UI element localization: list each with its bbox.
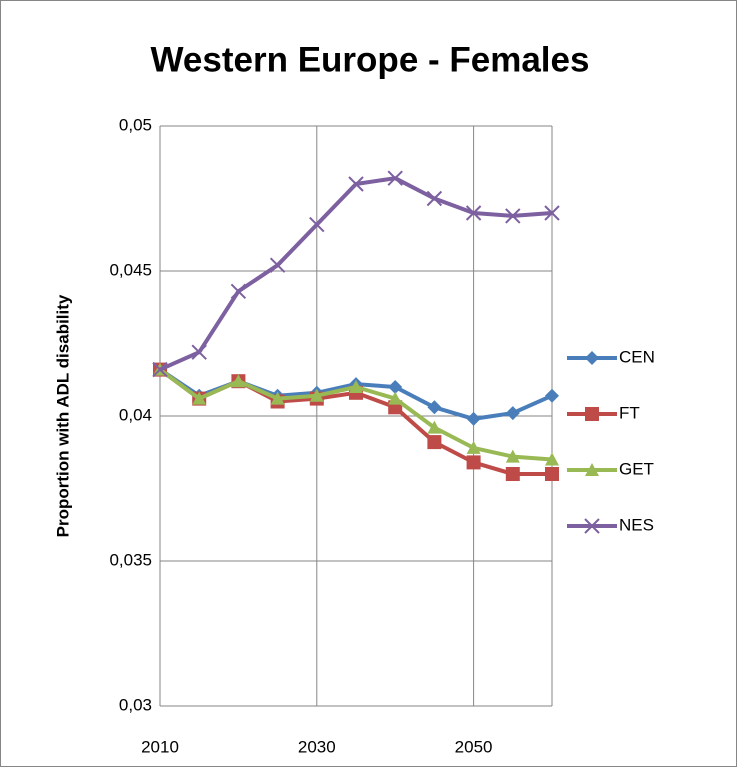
point — [348, 176, 364, 192]
point — [545, 388, 559, 403]
point — [270, 391, 285, 405]
point — [465, 205, 482, 221]
legend-label: CEN — [619, 347, 655, 366]
point — [231, 374, 246, 388]
point — [349, 380, 363, 393]
point — [545, 452, 559, 466]
point — [505, 467, 520, 481]
legend-marker — [585, 351, 599, 365]
point — [545, 467, 559, 481]
y-tick-label: 0,05 — [119, 115, 152, 134]
point — [387, 170, 403, 186]
point — [427, 420, 442, 434]
point — [427, 435, 442, 450]
y-tick-label: 0,03 — [119, 695, 152, 714]
x-tick-label: 2050 — [455, 737, 493, 756]
point — [152, 361, 168, 378]
legend-label: GET — [619, 459, 654, 478]
point — [466, 411, 481, 426]
point — [426, 190, 443, 207]
x-tick-label: 2030 — [298, 737, 336, 756]
y-tick-label: 0,035 — [109, 550, 152, 569]
y-tick-label: 0,04 — [119, 405, 152, 424]
x-tick-label: 2010 — [141, 737, 179, 756]
point — [388, 380, 403, 394]
legend-marker — [585, 407, 599, 421]
point — [230, 283, 247, 300]
point — [427, 400, 442, 415]
legend-marker — [584, 518, 600, 534]
point — [466, 455, 481, 470]
y-tick-label: 0,045 — [109, 260, 152, 279]
point — [505, 449, 520, 463]
point — [191, 344, 207, 360]
point — [192, 391, 207, 405]
legend-marker — [585, 463, 599, 476]
y-axis-label: Proportion with ADL disability — [53, 294, 72, 537]
point — [388, 391, 403, 405]
legend-label: NES — [619, 515, 654, 534]
point — [544, 205, 560, 221]
point — [269, 257, 286, 273]
chart-title: Western Europe - Females — [151, 40, 590, 79]
legend-label: FT — [619, 403, 640, 422]
point — [466, 440, 481, 454]
point — [309, 388, 324, 402]
point — [505, 208, 521, 224]
point — [505, 406, 520, 421]
point — [309, 216, 325, 233]
